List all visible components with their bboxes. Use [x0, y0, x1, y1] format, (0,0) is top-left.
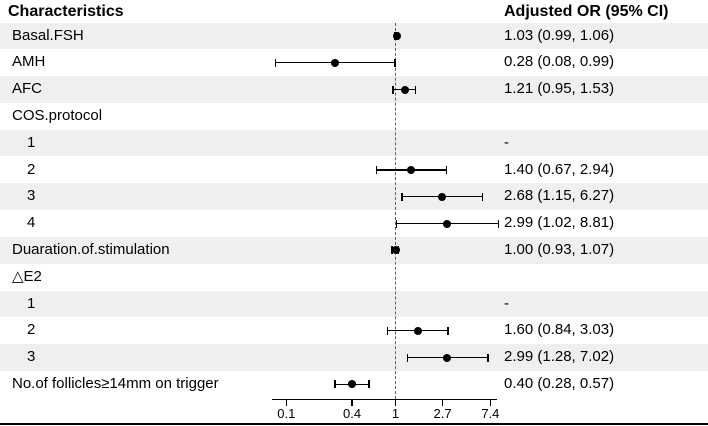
- row-label: COS.protocol: [12, 106, 103, 124]
- or-value: 1.00 (0.93, 1.07): [504, 240, 615, 258]
- row-label: Basal.FSH: [12, 26, 84, 44]
- or-value: 1.21 (0.95, 1.53): [504, 80, 615, 98]
- or-value: 0.40 (0.28, 0.57): [504, 374, 615, 392]
- table-row: 1-: [0, 290, 708, 318]
- or-value: 1.60 (0.84, 3.03): [504, 321, 615, 339]
- x-axis-line: [272, 398, 497, 400]
- axis-tick-label: 7.4: [481, 405, 500, 421]
- table-row: 3 2.99 (1.28, 7.02): [0, 344, 708, 371]
- column-header-characteristics: Characteristics: [8, 3, 124, 20]
- table-row: 3 2.68 (1.15, 6.27): [0, 183, 708, 211]
- row-label: 3: [27, 187, 36, 205]
- row-label: 4: [27, 214, 36, 232]
- axis-tick: [394, 399, 397, 406]
- axis-tick-label: 0.4: [343, 405, 362, 421]
- or-value: 2.68 (1.15, 6.27): [504, 187, 615, 205]
- row-label: No.of follicles≥14mm on trigger: [12, 374, 219, 392]
- or-value: 1.03 (0.99, 1.06): [504, 26, 615, 44]
- row-label: 3: [27, 348, 36, 366]
- table-row: 2 1.60 (0.84, 3.03): [0, 317, 708, 344]
- column-header-adjusted-or: Adjusted OR (95% CI): [504, 3, 669, 20]
- axis-tick-label: 0.1: [277, 405, 296, 421]
- table-row: 1-: [0, 129, 708, 157]
- row-label: 2: [27, 321, 36, 339]
- axis-tick: [351, 399, 353, 406]
- table-row: 4 2.99 (1.02, 8.81): [0, 210, 708, 237]
- axis-tick-label: 2.7: [433, 405, 452, 421]
- or-value: 2.99 (1.28, 7.02): [504, 348, 615, 366]
- row-label: Duaration.of.stimulation: [12, 240, 170, 258]
- axis-tick: [489, 399, 492, 406]
- row-label: 1: [27, 133, 36, 151]
- table-row: No.of follicles≥14mm on trigger 0.40 (0.2…: [0, 371, 708, 398]
- table-row: △E2: [0, 264, 708, 291]
- or-value: -: [504, 133, 509, 151]
- table-row: COS.protocol: [0, 103, 708, 130]
- axis-tick: [285, 399, 287, 406]
- table-row: Basal.FSH 1.03 (0.99, 1.06): [0, 22, 708, 50]
- table-row: Duaration.of.stimulation 1.00 (0.93, 1.07…: [0, 236, 708, 264]
- row-label: AMH: [12, 53, 46, 71]
- or-value: 2.99 (1.02, 8.81): [504, 214, 615, 232]
- row-label: △E2: [12, 267, 42, 285]
- or-value: -: [504, 294, 509, 312]
- table-row: 2 1.40 (0.67, 2.94): [0, 157, 708, 184]
- row-label: 1: [27, 294, 36, 312]
- or-value: 1.40 (0.67, 2.94): [504, 160, 615, 178]
- axis-tick-label: 1: [391, 405, 400, 421]
- table-row: AMH 0.28 (0.08, 0.99): [0, 49, 708, 76]
- row-label: AFC: [12, 80, 42, 98]
- axis-tick: [441, 399, 444, 406]
- table-row: AFC 1.21 (0.95, 1.53): [0, 76, 708, 103]
- or-value: 0.28 (0.08, 0.99): [504, 53, 615, 71]
- figure-bottom-border: [0, 423, 708, 425]
- row-label: 2: [27, 160, 36, 178]
